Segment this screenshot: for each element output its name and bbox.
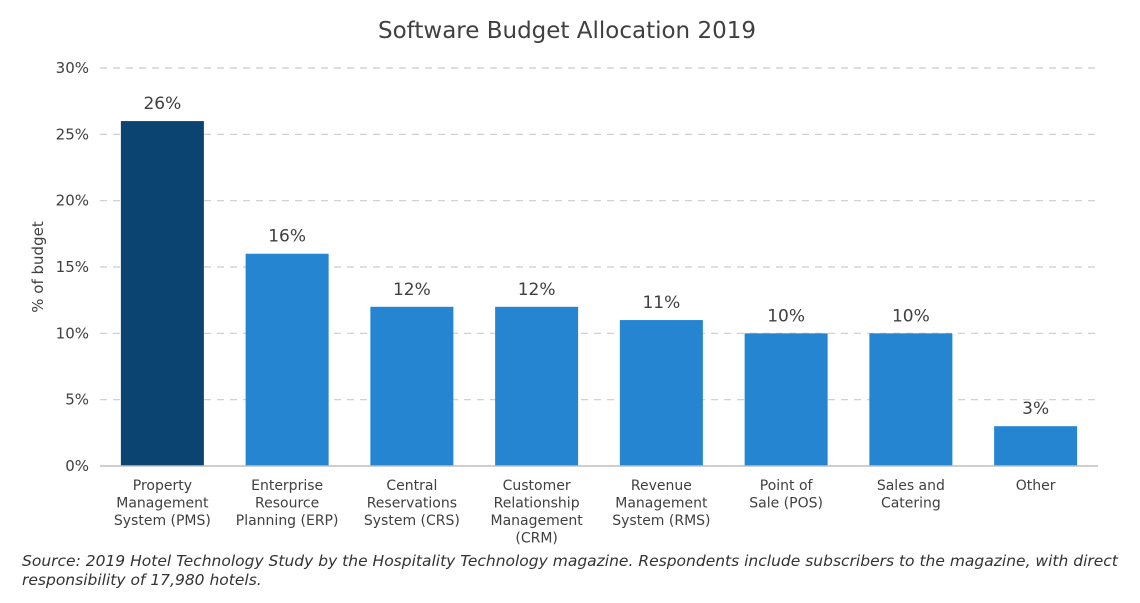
data-label: 26% — [143, 94, 181, 114]
x-tick-label-line: Management — [491, 513, 584, 529]
x-tick-label: Sales and Catering — [877, 478, 945, 512]
bars — [120, 121, 1078, 467]
x-tick-label-line: Point of — [760, 478, 814, 494]
x-tick-label: Enterprise Resource Planning (ERP) — [236, 478, 339, 529]
data-label: 10% — [767, 306, 805, 326]
x-tick-label-line: Central — [386, 478, 437, 494]
x-tick-label-line: Revenue — [631, 478, 692, 494]
x-tick-label-line: Enterprise — [251, 478, 323, 494]
x-tick-label-line: Sales and — [877, 478, 945, 494]
chart-title: Software Budget Allocation 2019 — [378, 18, 756, 44]
gridlines — [100, 67, 1098, 401]
x-tick-label: Central Reservations System (CRS) — [364, 478, 460, 529]
x-tick-label-line: Reservations — [367, 496, 457, 512]
x-tick-label-line: System (CRS) — [364, 513, 460, 529]
x-tick-label-line: Customer — [503, 478, 571, 494]
bar — [370, 306, 454, 466]
data-label: 12% — [518, 280, 556, 300]
bar — [744, 333, 828, 466]
bar — [120, 121, 204, 467]
x-axis-ticks: Property Management System (PMS)Enterprise… — [114, 478, 1056, 547]
y-tick-label: 10% — [56, 324, 89, 342]
y-tick-label: 0% — [65, 457, 89, 475]
x-tick-label: Customer Relationship Management (CRM) — [491, 478, 584, 547]
y-tick-label: 15% — [56, 258, 89, 276]
y-tick-label: 25% — [56, 125, 89, 143]
data-labels: 26% 16% 12% 12% 11% 10% 10% 3% — [143, 94, 1049, 419]
x-tick-label: Revenue Management System (RMS) — [612, 478, 710, 529]
x-tick-label-line: System (PMS) — [114, 513, 211, 529]
x-tick-label: Point of Sale (POS) — [749, 478, 823, 512]
data-label: 11% — [642, 293, 680, 313]
x-tick-label-line: Relationship — [494, 496, 580, 512]
bar-chart: Software Budget Allocation 2019 0% 5% 10% 1… — [29, 18, 1098, 547]
x-tick-label-line: (CRM) — [515, 531, 558, 547]
x-tick-label-line: Sale (POS) — [749, 496, 823, 512]
x-tick-label-line: Resource — [255, 496, 319, 512]
x-tick-label-line: Planning (ERP) — [236, 513, 339, 529]
data-label: 3% — [1022, 399, 1049, 419]
data-label: 16% — [268, 227, 306, 247]
y-tick-label: 30% — [56, 59, 89, 77]
bar — [994, 426, 1078, 466]
y-axis-label: % of budget — [29, 221, 47, 313]
x-tick-label-line: Property — [133, 478, 192, 494]
bar — [619, 320, 703, 466]
y-tick-label: 20% — [56, 192, 89, 210]
x-tick-label-line: Management — [116, 496, 209, 512]
y-tick-label: 5% — [65, 391, 89, 409]
source-note: Source: 2019 Hotel Technology Study by t… — [22, 552, 1118, 589]
bar — [869, 333, 953, 466]
y-axis-ticks: 0% 5% 10% 15% 20% 25% 30% — [56, 59, 89, 475]
x-tick-label-line: Catering — [881, 496, 941, 512]
bar — [495, 306, 579, 466]
x-tick-label-line: Other — [1016, 478, 1056, 494]
x-tick-label: Other — [1016, 478, 1056, 494]
x-tick-label-line: Management — [615, 496, 708, 512]
bar — [245, 253, 329, 466]
data-label: 10% — [892, 306, 930, 326]
x-tick-label: Property Management System (PMS) — [114, 478, 211, 529]
x-tick-label-line: System (RMS) — [612, 513, 710, 529]
data-label: 12% — [393, 280, 431, 300]
